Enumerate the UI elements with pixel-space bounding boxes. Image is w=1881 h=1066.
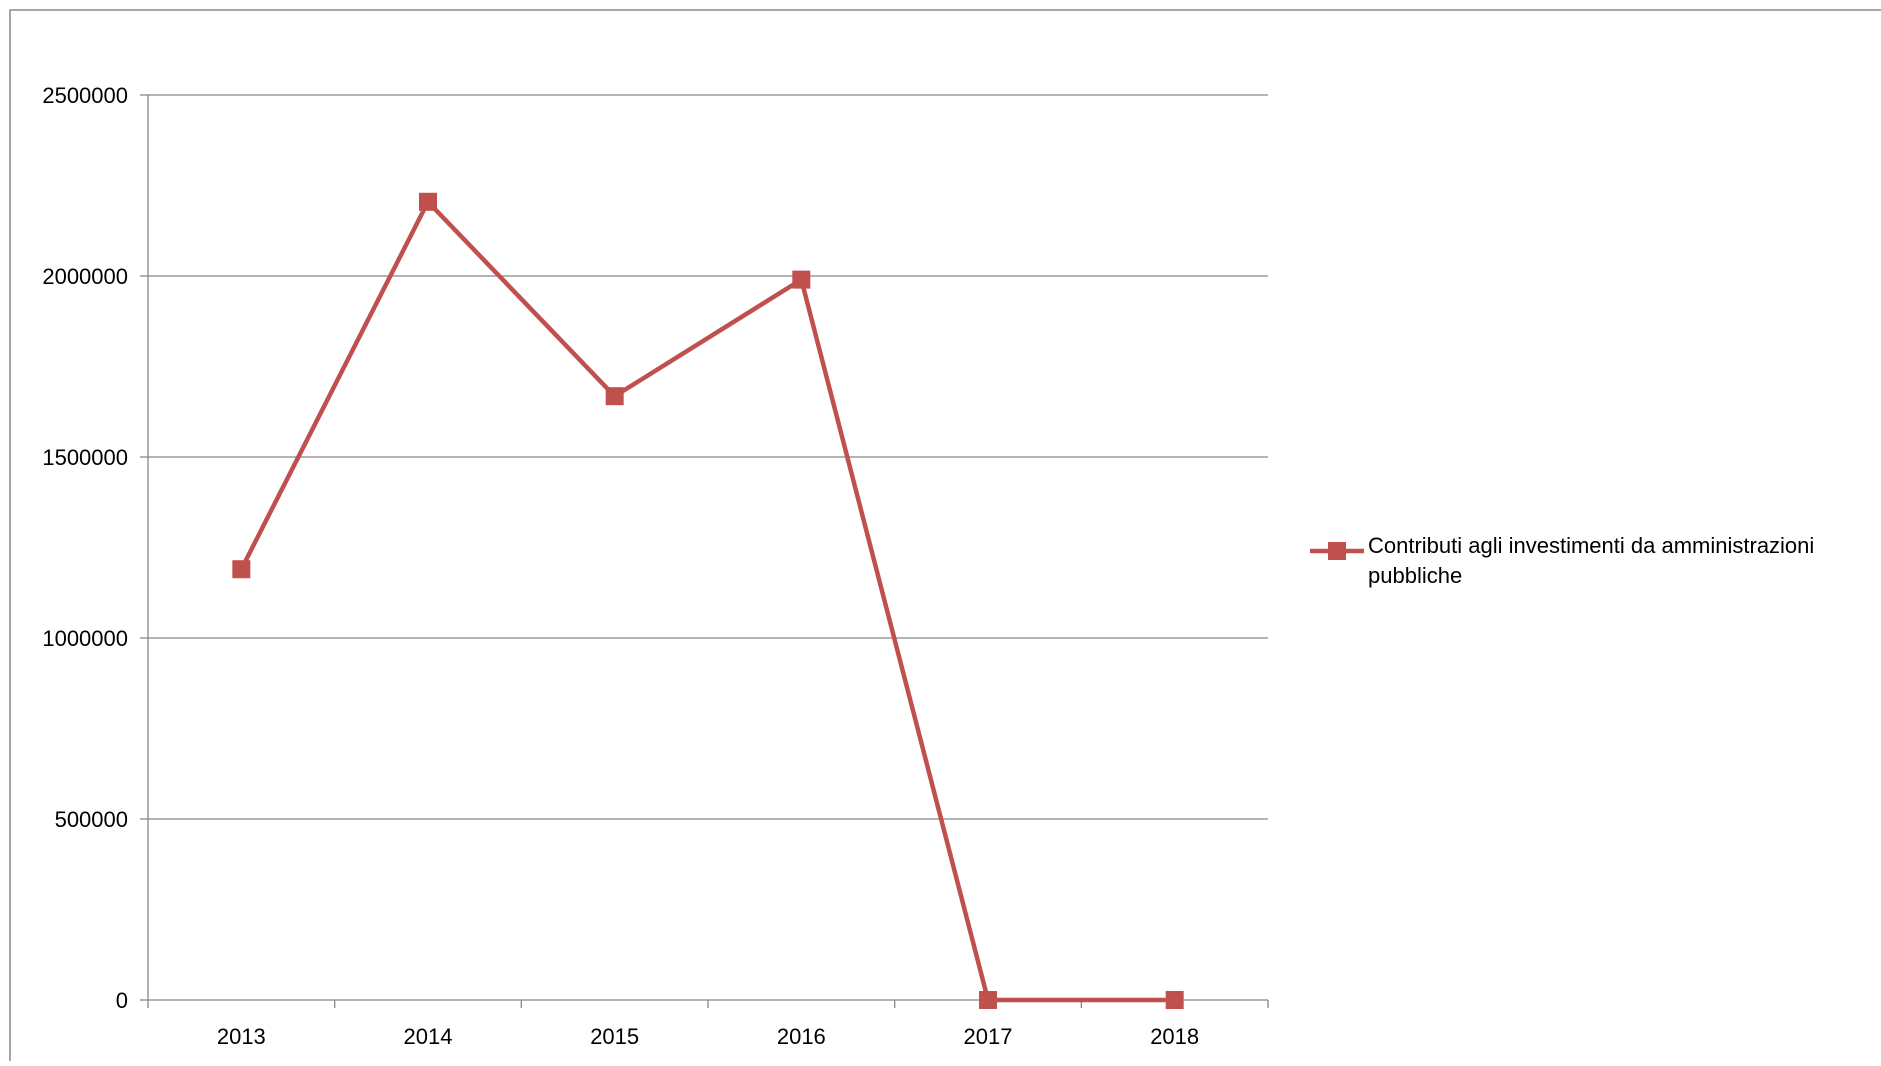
legend-square bbox=[1328, 542, 1346, 560]
data-point bbox=[605, 387, 624, 406]
gridlines bbox=[140, 94, 1268, 1001]
y-tick-label: 500000 bbox=[55, 807, 128, 832]
series-line bbox=[239, 197, 1175, 1003]
x-tick-label: 2013 bbox=[217, 1024, 266, 1049]
x-tick-label: 2018 bbox=[1150, 1024, 1199, 1049]
legend-marker bbox=[1310, 542, 1364, 560]
data-point bbox=[792, 270, 811, 289]
x-tick-label: 2014 bbox=[404, 1024, 453, 1049]
y-tick-label: 1500000 bbox=[42, 445, 128, 470]
x-tick-labels: 2013 2014 2015 2016 2017 2018 bbox=[217, 1024, 1199, 1049]
chart-border bbox=[9, 9, 1881, 1066]
series-group bbox=[232, 192, 1184, 1009]
x-tick-label: 2016 bbox=[777, 1024, 826, 1049]
y-tick-label: 0 bbox=[116, 988, 128, 1013]
data-point bbox=[1165, 991, 1184, 1009]
axes bbox=[147, 95, 1269, 1008]
data-point bbox=[979, 991, 997, 1009]
y-tick-label: 2000000 bbox=[42, 264, 128, 289]
x-tick-label: 2015 bbox=[590, 1024, 639, 1049]
y-tick-labels: 0 500000 1000000 1500000 2000000 2500000 bbox=[42, 83, 128, 1013]
x-tick-label: 2017 bbox=[964, 1024, 1013, 1049]
data-point bbox=[232, 560, 251, 579]
legend-label: Contributi agli investimenti da amminist… bbox=[1368, 533, 1815, 588]
y-tick-label: 2500000 bbox=[42, 83, 128, 108]
y-tick-label: 1000000 bbox=[42, 626, 128, 651]
data-point bbox=[419, 192, 437, 211]
